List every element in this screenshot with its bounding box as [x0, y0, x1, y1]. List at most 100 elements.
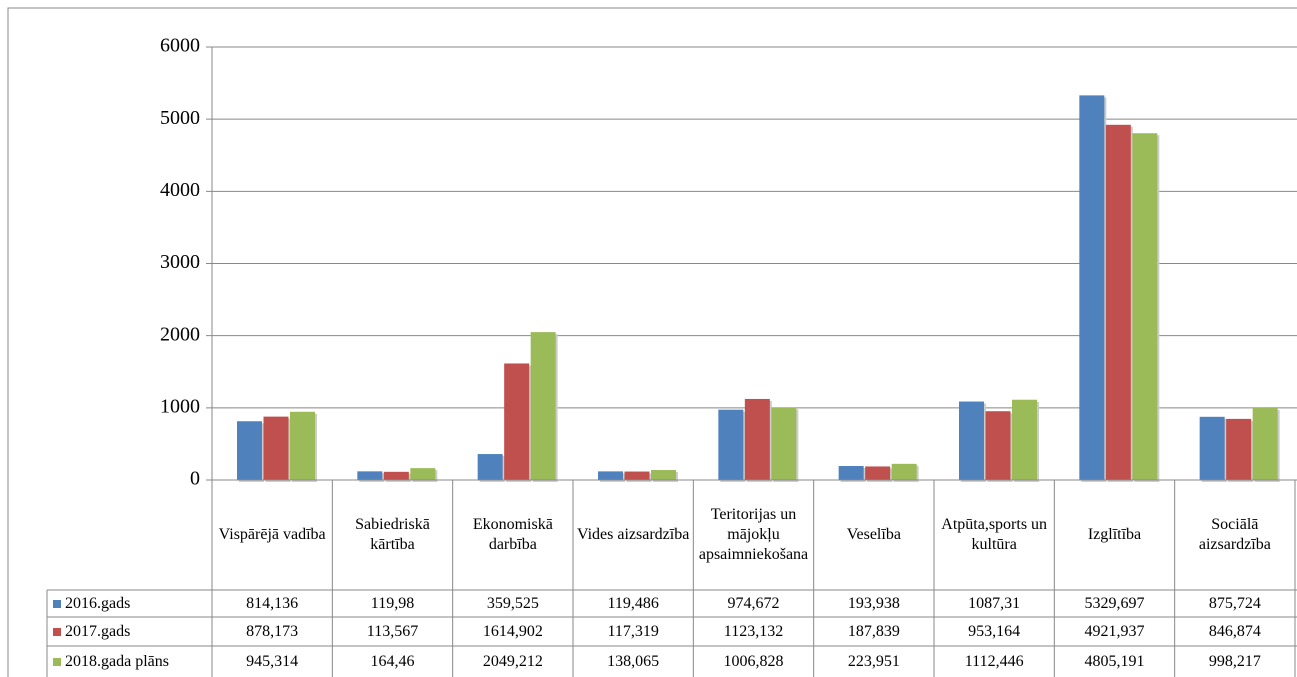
table-value: 1006,828	[693, 646, 813, 677]
table-value: 164,46	[332, 646, 452, 677]
table-value: 119,98	[332, 590, 452, 617]
legend-entry-text: 2018.gada plāns	[65, 652, 169, 670]
table-value-text: 119,98	[370, 594, 415, 612]
category-label-text: Ekonomiskā darbība	[472, 516, 553, 553]
table-value: 875,724	[1175, 590, 1295, 617]
table-value-text: 974,672	[727, 594, 780, 612]
category-label-text: Veselība	[846, 526, 901, 543]
legend-entry-text: 2017.gads	[65, 622, 131, 640]
bar	[744, 398, 770, 480]
table-value: 945,314	[212, 646, 332, 677]
frame	[7, 7, 1297, 677]
category-label: Atpūta,sports un kultūra	[934, 480, 1054, 590]
bar	[263, 416, 289, 480]
legend-swatch	[53, 627, 61, 636]
bar	[1199, 416, 1225, 480]
bar	[624, 471, 650, 480]
legend-swatch	[53, 657, 61, 666]
legend-entry: 2017.gads	[47, 617, 212, 646]
category-label: Sabiedriskā kārtība	[332, 480, 452, 590]
table-value-text: 1006,828	[723, 652, 784, 670]
table-value: 193,938	[814, 590, 934, 617]
table-value-text: 814,136	[246, 594, 299, 612]
category-label-text: Sabiedriskā kārtība	[355, 516, 430, 553]
table-value-text: 223,951	[847, 652, 900, 670]
y-tick-label: 0	[190, 468, 200, 490]
category-label: Vispārējā vadība	[212, 480, 332, 590]
bar	[1079, 95, 1105, 480]
bar	[838, 466, 864, 480]
table-value-text: 138,065	[607, 652, 660, 670]
bar	[504, 363, 530, 480]
y-tick-label: 5000	[160, 107, 200, 129]
table-value: 359,525	[453, 590, 573, 617]
category-label: Veselība	[814, 480, 934, 590]
bar	[1105, 124, 1131, 480]
bar	[530, 332, 556, 480]
table-value-text: 164,46	[370, 652, 415, 670]
table-value: 878,173	[212, 617, 332, 646]
y-tick-label: 1000	[160, 395, 200, 417]
bar	[477, 454, 503, 480]
category-label-text: Vispārējā vadība	[218, 526, 326, 543]
bar	[985, 411, 1011, 480]
legend-entry-text: 2016.gads	[65, 594, 131, 612]
y-tick-label: 6000	[160, 35, 200, 57]
table-value-text: 4921,937	[1084, 622, 1145, 640]
bar	[598, 471, 623, 480]
table-value-text: 5329,697	[1084, 594, 1145, 612]
bar	[718, 409, 744, 480]
category-label-text: Vides aizsardzība	[577, 526, 690, 543]
table-value: 4805,191	[1054, 646, 1174, 677]
table-value-text: 1087,31	[968, 594, 1021, 612]
table-value-text: 187,839	[847, 622, 900, 640]
bar	[1132, 133, 1158, 480]
table-value: 846,874	[1175, 617, 1295, 646]
table-value: 2049,212	[453, 646, 573, 677]
table-value-text: 113,567	[366, 622, 419, 640]
category-label: Izglītība	[1054, 480, 1174, 590]
bar	[383, 471, 409, 480]
bar	[865, 466, 891, 480]
category-label: Teritorijas un mājokļu apsaimniekošana	[693, 480, 813, 590]
bar	[959, 401, 984, 480]
category-label: Sociālā aizsardzība	[1175, 480, 1295, 590]
table-value: 117,319	[573, 617, 693, 646]
table-value-text: 1112,446	[964, 652, 1024, 670]
legend-entry: 2018.gada plāns	[47, 646, 212, 677]
bar	[1252, 407, 1278, 480]
legend-entry: 2016.gads	[47, 590, 212, 617]
table-value-text: 2049,212	[482, 652, 543, 670]
bar	[771, 407, 797, 480]
bar	[651, 470, 676, 480]
y-tick-label: 2000	[160, 323, 200, 345]
table-value: 113,567	[332, 617, 452, 646]
bar	[891, 463, 917, 480]
table-value: 1614,902	[453, 617, 573, 646]
category-label-text: Teritorijas un mājokļu apsaimniekošana	[698, 506, 809, 563]
table-value-text: 119,486	[607, 594, 659, 612]
bar	[237, 421, 262, 480]
table-value: 138,065	[573, 646, 693, 677]
table-value: 1112,446	[934, 646, 1054, 677]
table-value-text: 359,525	[486, 594, 539, 612]
bar	[1226, 418, 1252, 480]
table-value: 814,136	[212, 590, 332, 617]
table-value-text: 945,314	[246, 652, 299, 670]
table-value-text: 117,319	[607, 622, 659, 640]
table-value-text: 4805,191	[1084, 652, 1145, 670]
table-value-text: 1123,132	[723, 622, 784, 640]
category-label-text: Atpūta,sports un kultūra	[941, 516, 1048, 553]
table-value: 1123,132	[693, 617, 813, 646]
table-value-text: 1614,902	[482, 622, 543, 640]
category-label: Ekonomiskā darbība	[453, 480, 573, 590]
table-value-text: 193,938	[847, 594, 900, 612]
table-value: 4921,937	[1054, 617, 1174, 646]
category-label: Vides aizsardzība	[573, 480, 693, 590]
category-label-text: Izglītība	[1087, 526, 1142, 543]
table-value-text: 846,874	[1208, 622, 1261, 640]
table-value: 1087,31	[934, 590, 1054, 617]
table-value: 223,951	[814, 646, 934, 677]
